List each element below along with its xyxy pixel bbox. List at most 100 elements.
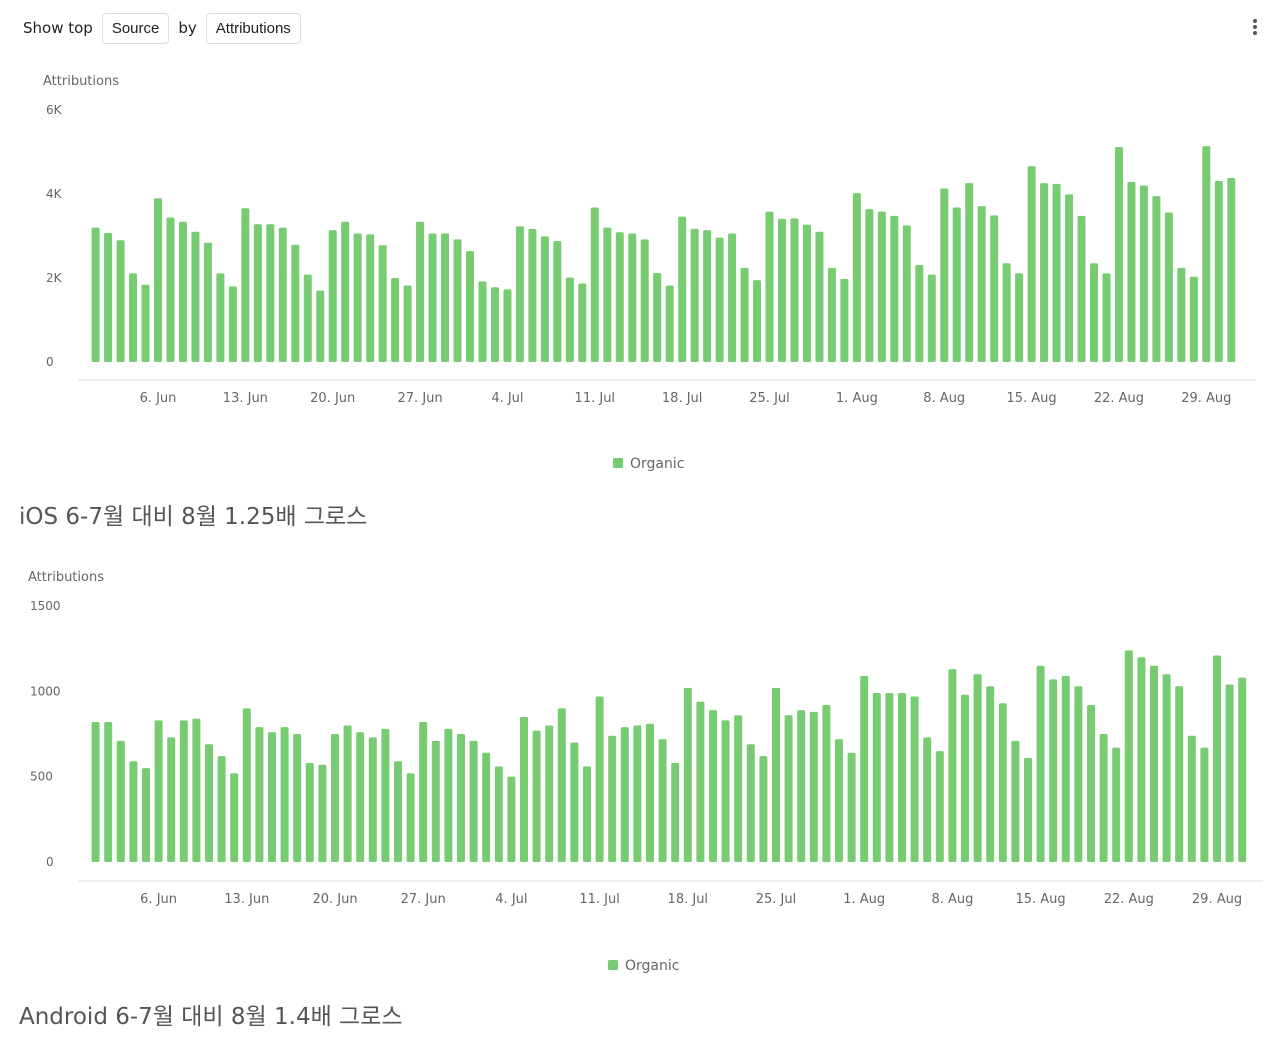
y-tick-label: 6K bbox=[46, 103, 63, 117]
y-tick-label: 1000 bbox=[30, 684, 61, 698]
bar bbox=[318, 764, 327, 862]
bar bbox=[827, 267, 836, 362]
bar bbox=[872, 693, 881, 862]
bar bbox=[885, 693, 894, 862]
bar bbox=[469, 740, 478, 862]
bar bbox=[1074, 686, 1083, 862]
bar bbox=[840, 278, 849, 362]
bar bbox=[665, 285, 674, 362]
bar bbox=[740, 267, 749, 362]
bar bbox=[343, 725, 352, 862]
bar bbox=[266, 224, 275, 362]
bar bbox=[230, 773, 239, 862]
bar bbox=[316, 290, 325, 362]
x-tick-label: 8. Aug bbox=[931, 892, 973, 907]
bar bbox=[1027, 166, 1036, 362]
bar bbox=[696, 701, 705, 862]
bar bbox=[331, 734, 339, 862]
bar bbox=[890, 215, 899, 362]
bar bbox=[990, 215, 999, 362]
bar bbox=[578, 283, 587, 362]
x-tick-label: 15. Aug bbox=[1015, 892, 1065, 907]
bar bbox=[268, 732, 276, 862]
bar bbox=[303, 274, 312, 362]
bar bbox=[328, 230, 337, 362]
bar bbox=[809, 711, 818, 862]
bar bbox=[353, 233, 362, 362]
bar bbox=[166, 217, 175, 362]
bar bbox=[1137, 657, 1146, 862]
bar bbox=[104, 722, 113, 862]
bar bbox=[986, 686, 995, 862]
x-tick-label: 6. Jun bbox=[140, 892, 177, 907]
toolbar: Show top Source by Attributions bbox=[14, 12, 301, 44]
bar bbox=[291, 244, 300, 362]
x-tick-label: 15. Aug bbox=[1006, 391, 1056, 406]
android-caption: Android 6-7월 대비 8월 1.4배 그로스 bbox=[19, 1004, 403, 1030]
x-tick-label: 20. Jun bbox=[310, 391, 355, 406]
kebab-vertical-icon[interactable] bbox=[1252, 19, 1258, 37]
bar bbox=[1049, 679, 1058, 862]
bar bbox=[1152, 196, 1161, 362]
bar bbox=[759, 756, 768, 862]
bar bbox=[815, 231, 824, 362]
x-tick-label: 29. Aug bbox=[1181, 391, 1231, 406]
bar bbox=[1202, 146, 1211, 362]
bar bbox=[305, 763, 314, 862]
x-tick-label: 27. Jun bbox=[401, 892, 446, 907]
bar bbox=[394, 761, 402, 862]
bar bbox=[217, 756, 226, 862]
x-tick-label: 13. Jun bbox=[223, 391, 268, 406]
bar bbox=[1227, 178, 1236, 362]
android-attributions-chart: Attributions 0 500 1000 1500 6. Jun 13. Jun 20.… bbox=[28, 570, 1263, 974]
bar bbox=[1112, 747, 1121, 862]
source-dropdown[interactable]: Source bbox=[101, 12, 170, 44]
bar bbox=[1114, 146, 1123, 362]
attributions-dropdown[interactable]: Attributions bbox=[205, 12, 301, 44]
x-tick-label: 27. Jun bbox=[398, 391, 443, 406]
bar bbox=[590, 207, 599, 362]
bar bbox=[255, 727, 264, 862]
bar bbox=[178, 221, 187, 362]
bar bbox=[915, 264, 924, 362]
bar bbox=[205, 744, 213, 862]
bar bbox=[167, 737, 176, 862]
bar bbox=[603, 227, 612, 362]
bar bbox=[154, 198, 162, 362]
x-tick-label: 1. Aug bbox=[843, 892, 885, 907]
x-tick-label: 11. Jul bbox=[575, 391, 616, 406]
bar bbox=[1024, 757, 1032, 862]
bar bbox=[620, 727, 629, 862]
bar bbox=[898, 693, 906, 862]
bar bbox=[965, 183, 974, 362]
bar bbox=[1177, 267, 1186, 362]
bar bbox=[1162, 674, 1171, 862]
bar bbox=[1150, 665, 1158, 862]
bar bbox=[746, 744, 755, 862]
bar bbox=[734, 715, 743, 862]
x-tick-label: 22. Aug bbox=[1104, 892, 1154, 907]
bar bbox=[253, 224, 262, 362]
bar bbox=[1087, 704, 1095, 862]
bar bbox=[583, 766, 591, 862]
bar bbox=[540, 236, 549, 362]
bar bbox=[961, 694, 969, 862]
bar bbox=[191, 231, 200, 362]
bar bbox=[653, 272, 662, 362]
bar bbox=[721, 720, 730, 862]
bar bbox=[116, 240, 125, 362]
y-tick-label: 500 bbox=[30, 770, 53, 784]
bar bbox=[778, 218, 786, 362]
bar bbox=[790, 218, 799, 362]
bar bbox=[507, 776, 516, 862]
bar bbox=[1225, 684, 1234, 862]
bar bbox=[715, 237, 724, 362]
bar bbox=[923, 737, 932, 862]
bar bbox=[91, 227, 100, 362]
bar bbox=[490, 287, 499, 362]
bar bbox=[129, 273, 138, 362]
bar bbox=[678, 216, 687, 362]
bar bbox=[852, 193, 861, 362]
bar bbox=[802, 224, 811, 362]
bar bbox=[797, 710, 806, 862]
